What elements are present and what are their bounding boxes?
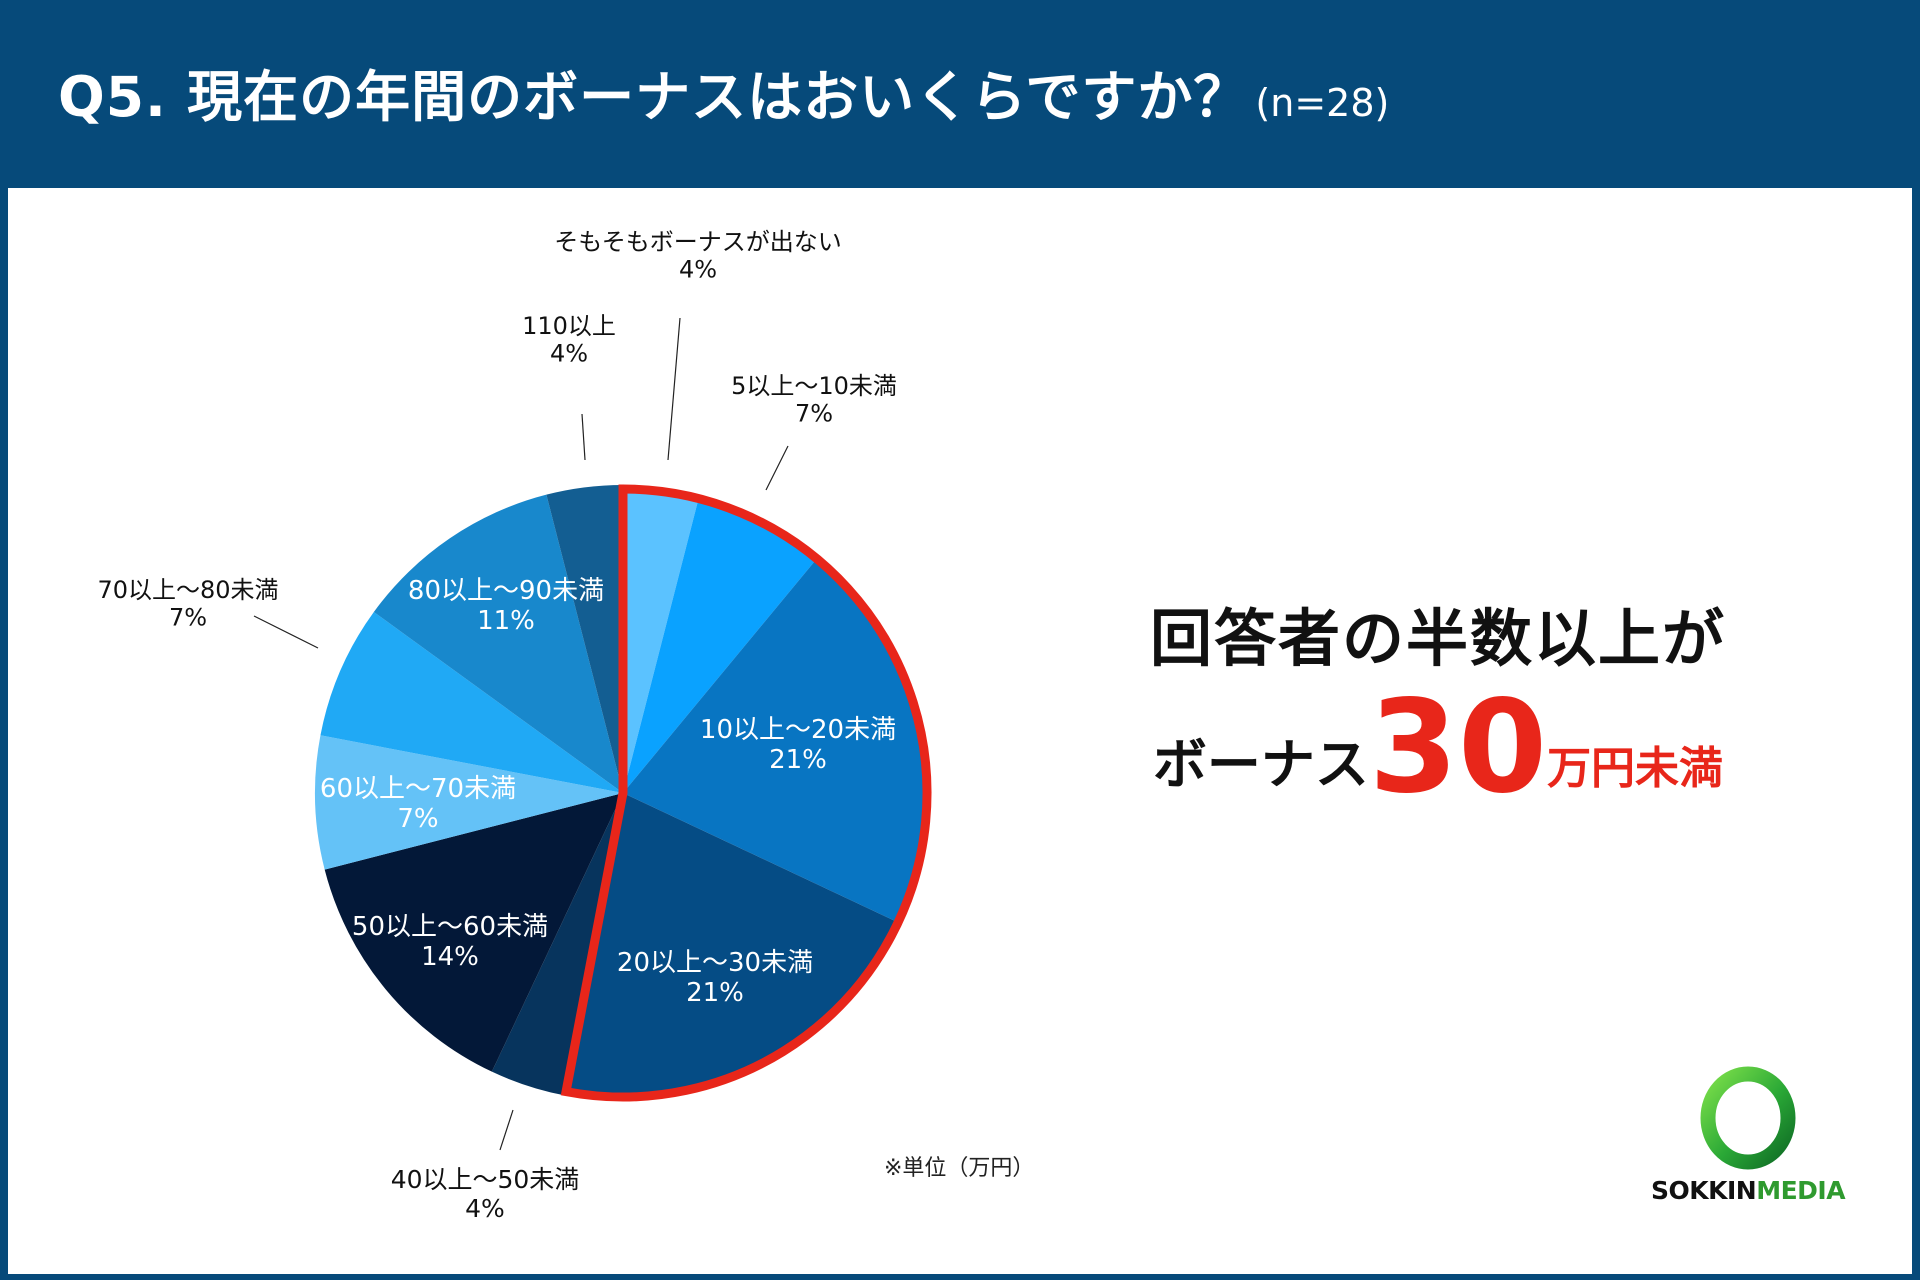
leader-line-9 bbox=[581, 413, 586, 461]
logo-ring-icon bbox=[1700, 1066, 1796, 1170]
page-title: Q5. 現在の年間のボーナスはおいくらですか？ (n=28) bbox=[58, 52, 1389, 132]
pie-slice-6 bbox=[315, 735, 623, 870]
pie-slice-5 bbox=[324, 793, 623, 1072]
slice-label-6: 60以上〜70未満 7% bbox=[320, 774, 516, 834]
slice-label-3: 20以上〜30未満 21% bbox=[617, 948, 813, 1008]
sample-size: (n=28) bbox=[1255, 81, 1390, 125]
slice-label-7: 70以上〜80未満 7% bbox=[97, 576, 278, 632]
title-text: Q5. 現在の年間のボーナスはおいくらですか？ bbox=[58, 65, 1250, 129]
slice-label-value-7: 7% bbox=[169, 604, 207, 632]
chart-panel: そもそもボーナスが出ない 4% 5以上〜10未満 7% 10以上〜20未満 21% 20以上… bbox=[8, 188, 1912, 1274]
pie-chart: そもそもボーナスが出ない 4%5以上〜10未満 7%10以上〜20未満 21%20以上… bbox=[97, 228, 932, 1223]
sokkin-media-logo: SOKKINMEDIA bbox=[1648, 1058, 1848, 1208]
slice-label-8: 80以上〜90未満 11% bbox=[408, 576, 604, 636]
slice-label-value-2: 21% bbox=[769, 745, 827, 775]
callout: 回答者の半数以上が ボーナス30万円未満 bbox=[1058, 588, 1818, 812]
slice-label-0: そもそもボーナスが出ない 4% bbox=[554, 228, 842, 284]
highlight-outline bbox=[560, 484, 932, 1102]
slice-label-2: 10以上〜20未満 21% bbox=[700, 715, 896, 775]
callout-suffix: 万円未満 bbox=[1547, 743, 1724, 794]
pie-slice-2 bbox=[623, 555, 931, 925]
slice-label-value-0: 4% bbox=[679, 256, 717, 284]
slice-label-name-9: 110以上 bbox=[522, 312, 616, 340]
slice-label-9: 110以上 4% bbox=[522, 312, 616, 368]
callout-number: 30 bbox=[1368, 673, 1548, 822]
slice-label-1: 5以上〜10未満 7% bbox=[731, 372, 897, 428]
slice-label-value-6: 7% bbox=[397, 804, 438, 834]
pie-slice-4 bbox=[491, 793, 623, 1096]
unit-note: ※単位（万円） bbox=[884, 1156, 1035, 1181]
logo-text-left: SOKKIN bbox=[1650, 1176, 1757, 1205]
slice-label-name-6: 60以上〜70未満 bbox=[320, 774, 516, 804]
leader-line-7 bbox=[253, 615, 319, 649]
pie-slice-9 bbox=[546, 485, 623, 793]
slice-label-value-9: 4% bbox=[550, 340, 588, 368]
callout-line2: ボーナス30万円未満 bbox=[1058, 684, 1818, 812]
slice-label-value-8: 11% bbox=[477, 606, 535, 636]
slice-label-name-0: そもそもボーナスが出ない bbox=[554, 228, 842, 256]
pie-slice-1 bbox=[623, 494, 820, 793]
pie-slice-7 bbox=[320, 611, 623, 793]
pie-slice-0 bbox=[623, 485, 700, 793]
slice-label-value-1: 7% bbox=[795, 400, 833, 428]
slice-label-value-5: 14% bbox=[421, 942, 479, 972]
slice-label-name-2: 10以上〜20未満 bbox=[700, 715, 896, 745]
leader-line-1 bbox=[765, 445, 789, 491]
header-bar: Q5. 現在の年間のボーナスはおいくらですか？ (n=28) bbox=[0, 0, 1920, 188]
pie-slice-8 bbox=[373, 494, 623, 793]
slice-label-name-1: 5以上〜10未満 bbox=[731, 372, 897, 400]
slice-label-value-4: 4% bbox=[465, 1194, 505, 1223]
slice-label-name-4: 40以上〜50未満 bbox=[391, 1165, 580, 1194]
slice-label-name-8: 80以上〜90未満 bbox=[408, 576, 604, 606]
logo-text-right: MEDIA bbox=[1756, 1176, 1846, 1205]
slice-label-5: 50以上〜60未満 14% bbox=[352, 912, 548, 972]
slice-label-name-5: 50以上〜60未満 bbox=[352, 912, 548, 942]
slice-label-value-3: 21% bbox=[686, 978, 744, 1008]
slice-label-name-3: 20以上〜30未満 bbox=[617, 948, 813, 978]
logo-text: SOKKINMEDIA bbox=[1648, 1176, 1848, 1205]
slice-label-name-7: 70以上〜80未満 bbox=[97, 576, 278, 604]
callout-line1: 回答者の半数以上が bbox=[1149, 602, 1726, 675]
callout-prefix: ボーナス bbox=[1152, 733, 1369, 796]
leader-line-0 bbox=[667, 317, 681, 461]
leader-line-4 bbox=[499, 1109, 514, 1151]
slice-label-4: 40以上〜50未満 4% bbox=[391, 1165, 580, 1223]
